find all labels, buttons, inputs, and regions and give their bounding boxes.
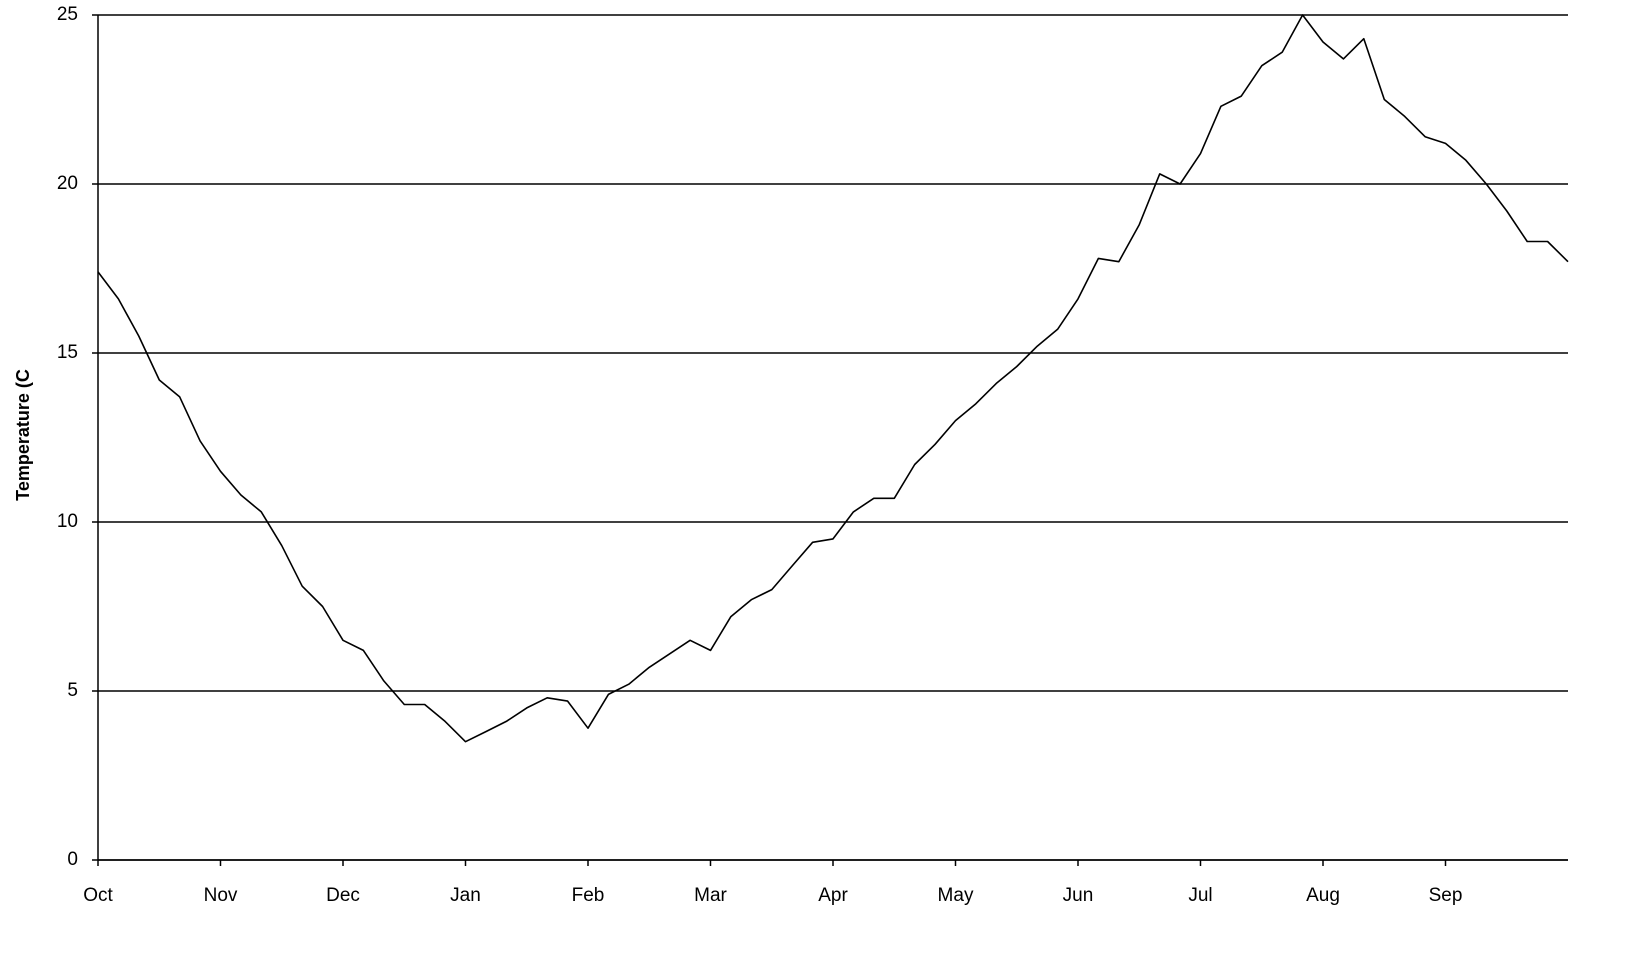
y-tick-label: 25 (57, 4, 78, 25)
x-tick-label: Dec (326, 885, 360, 906)
y-tick-label: 20 (57, 173, 78, 194)
line-series (97, 14, 1569, 743)
x-tick-label: Jul (1188, 885, 1212, 906)
y-axis-title: Temperature (C (13, 369, 33, 501)
x-tick-label: May (938, 885, 974, 906)
y-tick-label: 10 (57, 511, 78, 532)
x-tick-label: Feb (572, 885, 605, 906)
y-tick-label: 15 (57, 342, 78, 363)
y-tick-label: 0 (67, 849, 78, 870)
x-tick-label: Aug (1306, 885, 1340, 906)
x-tick-label: Apr (818, 885, 848, 906)
x-tick-label: Sep (1429, 885, 1463, 906)
x-tick-label: Jun (1063, 885, 1094, 906)
x-tick-label: Mar (694, 885, 727, 906)
x-tick-label: Jan (450, 885, 481, 906)
y-tick-label: 5 (67, 680, 78, 701)
x-tick-label: Nov (204, 885, 238, 906)
x-tick-label: Oct (83, 885, 113, 906)
